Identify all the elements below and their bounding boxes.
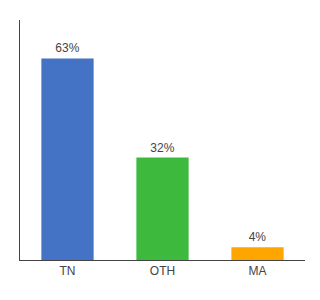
svg-text:32%: 32% — [150, 141, 174, 155]
svg-text:63%: 63% — [55, 41, 79, 55]
svg-text:4%: 4% — [249, 230, 267, 244]
svg-text:MA: MA — [249, 264, 267, 278]
svg-text:TN: TN — [60, 264, 76, 278]
svg-text:OTH: OTH — [150, 264, 175, 278]
